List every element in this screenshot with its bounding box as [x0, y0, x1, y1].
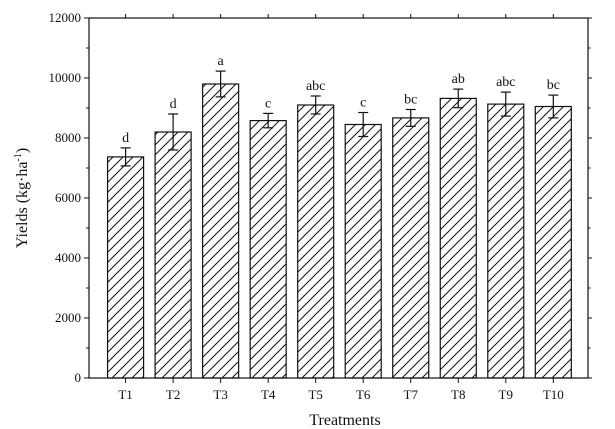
significance-letter: d	[122, 131, 129, 146]
bar	[344, 123, 382, 379]
significance-letter: c	[265, 96, 271, 111]
bar	[154, 131, 192, 379]
y-tick-label: 2000	[55, 310, 81, 325]
y-axis-title-base: Yields (kg·ha	[14, 162, 31, 249]
x-tick-label: T6	[356, 387, 371, 402]
bar	[106, 156, 145, 379]
bar	[534, 105, 572, 379]
y-tick-label: 4000	[55, 250, 81, 265]
y-axis-title-superscript: -1	[13, 153, 24, 161]
y-tick-label: 10000	[49, 70, 82, 85]
x-tick-label: T7	[404, 387, 419, 402]
bar	[202, 83, 240, 379]
significance-letter: bc	[547, 78, 560, 93]
x-tick-label: T5	[308, 387, 322, 402]
bar	[487, 103, 525, 379]
x-tick-label: T8	[451, 387, 465, 402]
bar	[392, 117, 430, 379]
bar	[249, 119, 287, 379]
y-axis-title-close: )	[14, 148, 31, 153]
x-tick-label: T4	[261, 387, 276, 402]
x-tick-label: T9	[499, 387, 513, 402]
bar	[297, 104, 335, 379]
x-tick-label: T10	[543, 387, 564, 402]
x-tick-label: T2	[166, 387, 180, 402]
y-tick-label: 12000	[49, 10, 82, 25]
x-tick-label: T1	[118, 387, 132, 402]
significance-letter: bc	[404, 93, 417, 108]
y-axis-title: Yields (kg·ha-1)	[13, 148, 31, 248]
y-tick-label: 8000	[55, 130, 81, 145]
plot-area: 0 2000 4000 6000 8000 10000 12000 d T1 d T2 a T3 c T4 a…	[49, 10, 592, 402]
significance-letter: c	[360, 96, 366, 111]
significance-letter: d	[170, 97, 177, 112]
significance-letter: abc	[496, 75, 515, 90]
y-tick-label: 6000	[55, 190, 81, 205]
significance-letter: ab	[452, 72, 465, 87]
x-tick-label: T3	[213, 387, 227, 402]
bar	[439, 97, 477, 379]
x-axis-title: Treatments	[309, 412, 380, 429]
significance-letter: abc	[306, 79, 325, 94]
significance-letter: a	[218, 54, 225, 69]
y-tick-label: 0	[75, 370, 82, 385]
